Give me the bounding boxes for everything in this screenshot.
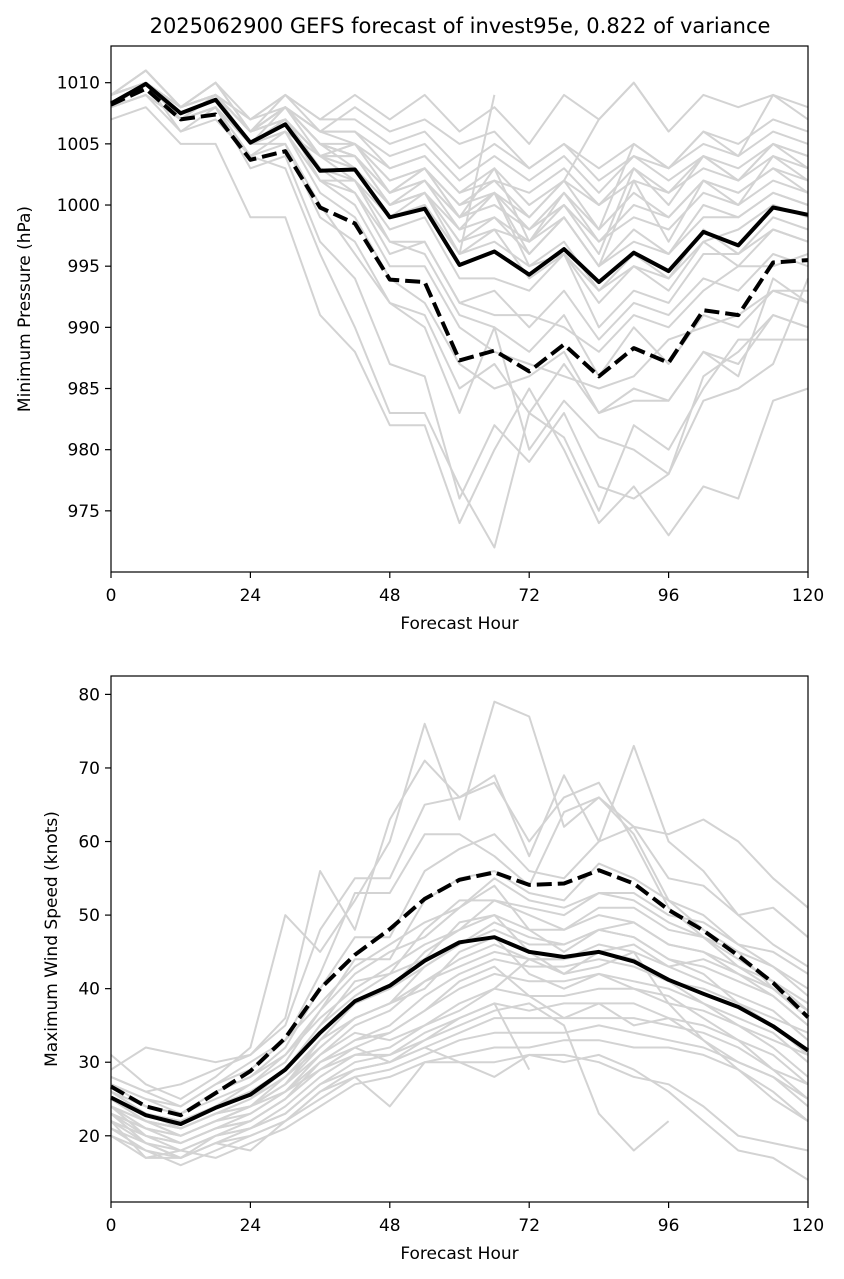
wind-y-ticks: 20 30 40 50 60 70 80 xyxy=(78,685,111,1147)
wind-plot-frame xyxy=(110,675,809,1203)
pressure-member-line-9 xyxy=(110,81,808,390)
pressure-chart: 0 24 48 72 96 120 975 980 985 990 995 1000 1005 1010… xyxy=(15,45,824,634)
wind-member-line-29 xyxy=(110,899,809,1115)
pressure-member-line-20 xyxy=(110,93,809,378)
pressure-solid-line xyxy=(110,81,809,285)
wind-y-tick-label: 30 xyxy=(78,1053,100,1073)
wind-x-tick-label: 0 xyxy=(106,1216,117,1236)
wind-y-tick-label: 40 xyxy=(78,980,100,1000)
wind-member-line-25 xyxy=(110,1002,531,1137)
pressure-member-line-30 xyxy=(110,81,809,268)
pressure-y-tick-label: 990 xyxy=(68,318,100,338)
wind-x-tick-label: 24 xyxy=(240,1216,262,1236)
wind-member-line-15 xyxy=(110,1017,809,1159)
wind-member-line-23 xyxy=(110,884,809,1115)
wind-member-line-14 xyxy=(110,1002,809,1159)
pressure-y-axis-label: Minimum Pressure (hPa) xyxy=(15,206,35,412)
wind-x-axis-label: Forecast Hour xyxy=(400,1244,518,1264)
pressure-main-lines xyxy=(110,81,809,379)
wind-y-tick-label: 50 xyxy=(78,906,100,926)
wind-member-line-17 xyxy=(110,1039,809,1159)
wind-member-line-19 xyxy=(110,1046,809,1159)
pressure-y-tick-label: 1000 xyxy=(57,196,100,216)
pressure-x-ticks: 0 24 48 72 96 120 xyxy=(106,572,824,606)
pressure-member-line-26 xyxy=(110,93,809,341)
wind-y-tick-label: 20 xyxy=(78,1127,100,1147)
wind-y-tick-label: 70 xyxy=(78,759,100,779)
pressure-dashed-line xyxy=(110,86,809,379)
wind-member-line-12 xyxy=(110,972,809,1152)
pressure-member-line-3 xyxy=(110,93,809,206)
pressure-member-line-7 xyxy=(110,93,809,476)
wind-member-line-20 xyxy=(110,965,809,1145)
pressure-x-tick-label: 120 xyxy=(792,586,824,606)
pressure-member-lines xyxy=(110,69,809,549)
wind-x-tick-label: 96 xyxy=(658,1216,680,1236)
wind-x-tick-label: 120 xyxy=(792,1216,824,1236)
wind-y-tick-label: 80 xyxy=(78,685,100,705)
pressure-plot-frame xyxy=(110,45,809,573)
wind-solid-line xyxy=(110,935,810,1126)
pressure-x-tick-label: 24 xyxy=(240,586,262,606)
wind-member-line-18 xyxy=(110,1053,809,1181)
pressure-x-axis-label: Forecast Hour xyxy=(400,614,518,634)
pressure-x-tick-label: 72 xyxy=(518,586,540,606)
pressure-x-tick-label: 0 xyxy=(106,586,117,606)
pressure-y-ticks: 975 980 985 990 995 1000 1005 1010 xyxy=(57,74,111,522)
pressure-y-tick-label: 1005 xyxy=(57,135,100,155)
wind-member-line-27 xyxy=(110,943,809,1130)
wind-dashed-line xyxy=(110,868,810,1118)
wind-y-tick-label: 60 xyxy=(78,833,100,853)
wind-chart: 0 24 48 72 96 120 20 30 40 50 60 70 80 Forecast Hou… xyxy=(42,675,824,1264)
pressure-y-tick-label: 980 xyxy=(68,441,100,461)
chart-title: 2025062900 GEFS forecast of invest95e, 0… xyxy=(150,14,771,38)
wind-y-axis-label: Maximum Wind Speed (knots) xyxy=(42,811,62,1067)
wind-x-tick-label: 72 xyxy=(518,1216,540,1236)
wind-member-lines xyxy=(110,700,809,1181)
wind-x-ticks: 0 24 48 72 96 120 xyxy=(106,1202,824,1236)
pressure-member-line-17 xyxy=(110,81,809,194)
wind-member-line-10 xyxy=(110,943,809,1145)
pressure-y-tick-label: 1010 xyxy=(57,74,100,94)
pressure-member-line-18 xyxy=(110,69,809,170)
pressure-y-tick-label: 975 xyxy=(68,502,100,522)
wind-member-line-11 xyxy=(110,958,809,1145)
pressure-x-tick-label: 48 xyxy=(379,586,401,606)
wind-member-line-3 xyxy=(110,744,809,1093)
wind-member-line-4 xyxy=(110,796,809,1108)
pressure-member-line-21 xyxy=(110,81,809,414)
wind-member-line-30 xyxy=(110,877,809,1108)
pressure-member-line-24 xyxy=(110,81,809,268)
wind-x-tick-label: 48 xyxy=(379,1216,401,1236)
pressure-member-line-4 xyxy=(110,106,809,537)
wind-main-lines xyxy=(110,868,810,1126)
pressure-y-tick-label: 995 xyxy=(68,257,100,277)
pressure-y-tick-label: 985 xyxy=(68,380,100,400)
pressure-x-tick-label: 96 xyxy=(658,586,680,606)
wind-member-line-24 xyxy=(110,950,809,1137)
